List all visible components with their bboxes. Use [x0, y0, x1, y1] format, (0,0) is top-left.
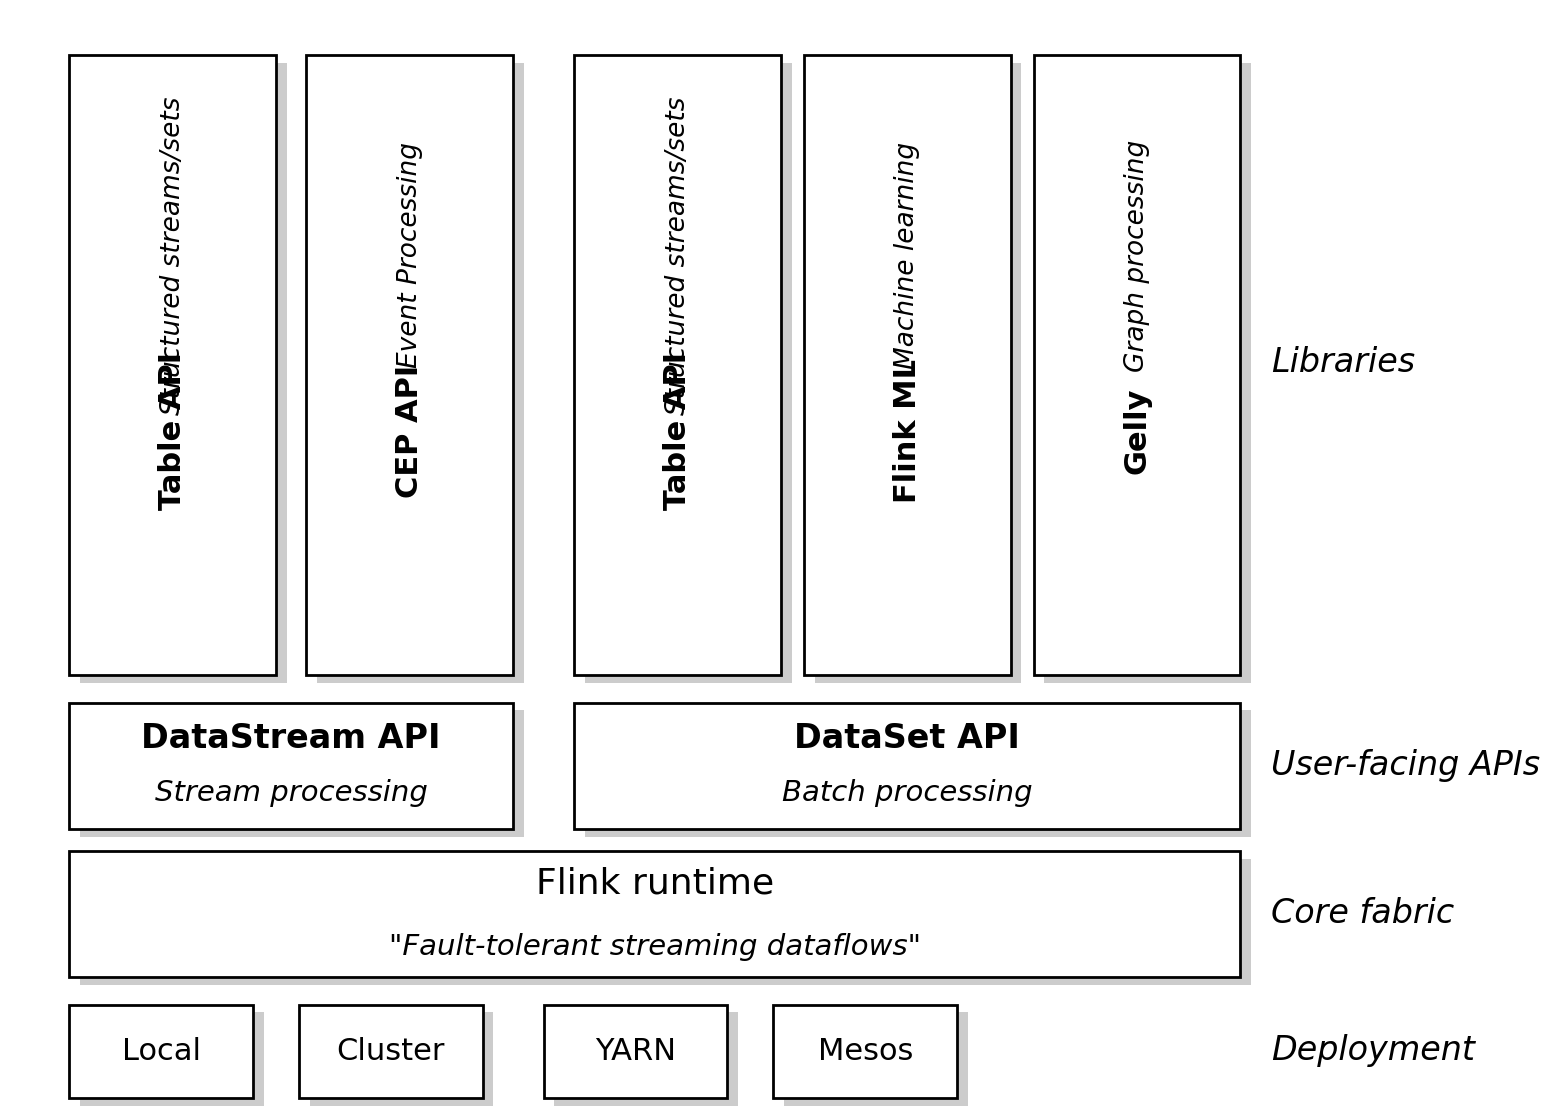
Text: Deployment: Deployment: [1271, 1034, 1475, 1067]
Bar: [773, 1005, 958, 1098]
Bar: [69, 55, 276, 675]
Text: Event Processing: Event Processing: [397, 142, 423, 368]
Bar: [80, 1012, 264, 1105]
Bar: [69, 702, 512, 829]
Text: Stream processing: Stream processing: [155, 780, 428, 808]
Bar: [555, 1012, 739, 1105]
Text: "Fault-tolerant streaming dataflows": "Fault-tolerant streaming dataflows": [389, 933, 920, 961]
Text: DataStream API: DataStream API: [142, 722, 440, 755]
Text: Cluster: Cluster: [336, 1037, 445, 1065]
Text: Flink ML: Flink ML: [893, 360, 922, 503]
Text: DataSet API: DataSet API: [795, 722, 1020, 755]
Bar: [69, 851, 1240, 977]
Text: Machine learning: Machine learning: [895, 142, 920, 368]
Text: User-facing APIs: User-facing APIs: [1271, 749, 1540, 782]
Text: YARN: YARN: [595, 1037, 676, 1065]
Bar: [80, 710, 523, 837]
Text: Mesos: Mesos: [817, 1037, 912, 1065]
Text: Libraries: Libraries: [1271, 346, 1415, 379]
Text: Local: Local: [122, 1037, 200, 1065]
Text: Structured streams/sets: Structured streams/sets: [159, 96, 186, 414]
Bar: [575, 55, 781, 675]
Bar: [815, 63, 1022, 683]
Text: Table API: Table API: [664, 352, 692, 510]
Text: Graph processing: Graph processing: [1125, 139, 1150, 372]
Text: Structured streams/sets: Structured streams/sets: [665, 96, 690, 414]
Bar: [306, 55, 512, 675]
Bar: [1045, 63, 1251, 683]
Bar: [309, 1012, 494, 1105]
Bar: [784, 1012, 968, 1105]
Bar: [80, 859, 1251, 984]
Bar: [69, 1005, 253, 1098]
Text: Flink runtime: Flink runtime: [536, 866, 773, 900]
Bar: [317, 63, 523, 683]
Text: CEP API: CEP API: [395, 364, 425, 497]
Bar: [575, 702, 1240, 829]
Bar: [80, 63, 286, 683]
Bar: [804, 55, 1011, 675]
Bar: [544, 1005, 728, 1098]
Text: Core fabric: Core fabric: [1271, 897, 1454, 930]
Bar: [1034, 55, 1240, 675]
Text: Table API: Table API: [158, 352, 187, 510]
Bar: [298, 1005, 483, 1098]
Text: Batch processing: Batch processing: [783, 780, 1032, 808]
Bar: [586, 63, 792, 683]
Bar: [586, 710, 1251, 837]
Text: Gelly: Gelly: [1123, 388, 1151, 474]
